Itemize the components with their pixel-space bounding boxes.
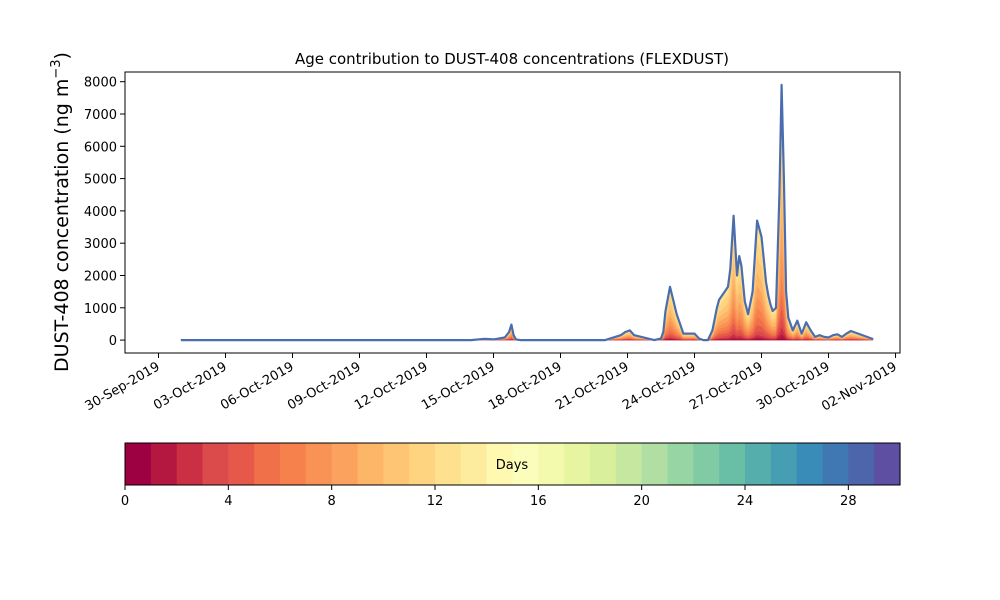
y-tick-label: 6000 xyxy=(84,140,117,155)
colorbar-segment xyxy=(693,443,720,485)
y-tick-label: 4000 xyxy=(84,205,117,220)
colorbar-segment xyxy=(460,443,488,485)
plot-frame xyxy=(124,71,901,354)
colorbar-tick-label: 12 xyxy=(427,494,444,509)
colorbar-tick-label: 24 xyxy=(737,494,754,509)
y-axis: 0 1000 2000 3000 4000 5000 6000 7000 8000 xyxy=(84,76,125,349)
colorbar-segment xyxy=(331,443,359,485)
chart-title: Age contribution to DUST-408 concentrati… xyxy=(295,50,729,68)
y-tick-label: 7000 xyxy=(84,108,117,123)
colorbar-segment xyxy=(667,443,694,485)
y-tick-label: 1000 xyxy=(84,302,117,317)
colorbar-segment xyxy=(254,443,281,485)
colorbar-segment xyxy=(409,443,436,485)
colorbar-segment xyxy=(796,443,824,485)
colorbar-segment xyxy=(848,443,875,485)
plot-area xyxy=(124,71,901,354)
colorbar-segment xyxy=(564,443,591,485)
colorbar-segment xyxy=(202,443,229,485)
colorbar-segment xyxy=(512,443,539,485)
total-concentration-line-group xyxy=(180,83,874,342)
colorbar-label: Days xyxy=(496,458,529,473)
colorbar-tick-label: 0 xyxy=(121,494,129,509)
colorbar-segment xyxy=(590,443,617,485)
y-tick-label: 0 xyxy=(109,334,117,349)
colorbar-segment xyxy=(719,443,746,485)
colorbar-segment xyxy=(305,443,333,485)
y-axis-label-superscript: −3 xyxy=(49,59,64,78)
y-tick-label: 2000 xyxy=(84,269,117,284)
colorbar: 0 4 8 12 16 20 24 28 xyxy=(121,442,901,509)
colorbar-segment xyxy=(125,443,152,485)
colorbar-segment xyxy=(745,443,772,485)
colorbar-tick-label: 28 xyxy=(840,494,857,509)
total-concentration-line xyxy=(180,83,874,342)
colorbar-frame xyxy=(124,442,901,486)
y-tick-label: 8000 xyxy=(84,76,117,91)
colorbar-segment xyxy=(150,443,178,485)
colorbar-segment xyxy=(615,443,643,485)
colorbar-segment xyxy=(641,443,669,485)
y-axis-label: DUST-408 concentration (ng m−3) xyxy=(49,52,73,372)
colorbar-segment xyxy=(874,443,901,485)
colorbar-segment xyxy=(435,443,462,485)
colorbar-segment xyxy=(357,443,384,485)
colorbar-tick-label: 4 xyxy=(224,494,232,509)
colorbar-segment xyxy=(280,443,307,485)
colorbar-segment xyxy=(383,443,410,485)
colorbar-segment xyxy=(822,443,849,485)
colorbar-tick-label: 20 xyxy=(633,494,650,509)
y-axis-label-close: ) xyxy=(51,52,73,59)
colorbar-tick-label: 16 xyxy=(530,494,547,509)
colorbar-segment xyxy=(770,443,798,485)
colorbar-segment xyxy=(228,443,255,485)
colorbar-segment xyxy=(176,443,204,485)
colorbar-tick-label: 8 xyxy=(328,494,336,509)
y-axis-label-main: DUST-408 concentration (ng m xyxy=(51,79,73,372)
colorbar-segment xyxy=(538,443,565,485)
y-tick-label: 3000 xyxy=(84,237,117,252)
colorbar-segment xyxy=(486,443,514,485)
y-tick-label: 5000 xyxy=(84,173,117,188)
